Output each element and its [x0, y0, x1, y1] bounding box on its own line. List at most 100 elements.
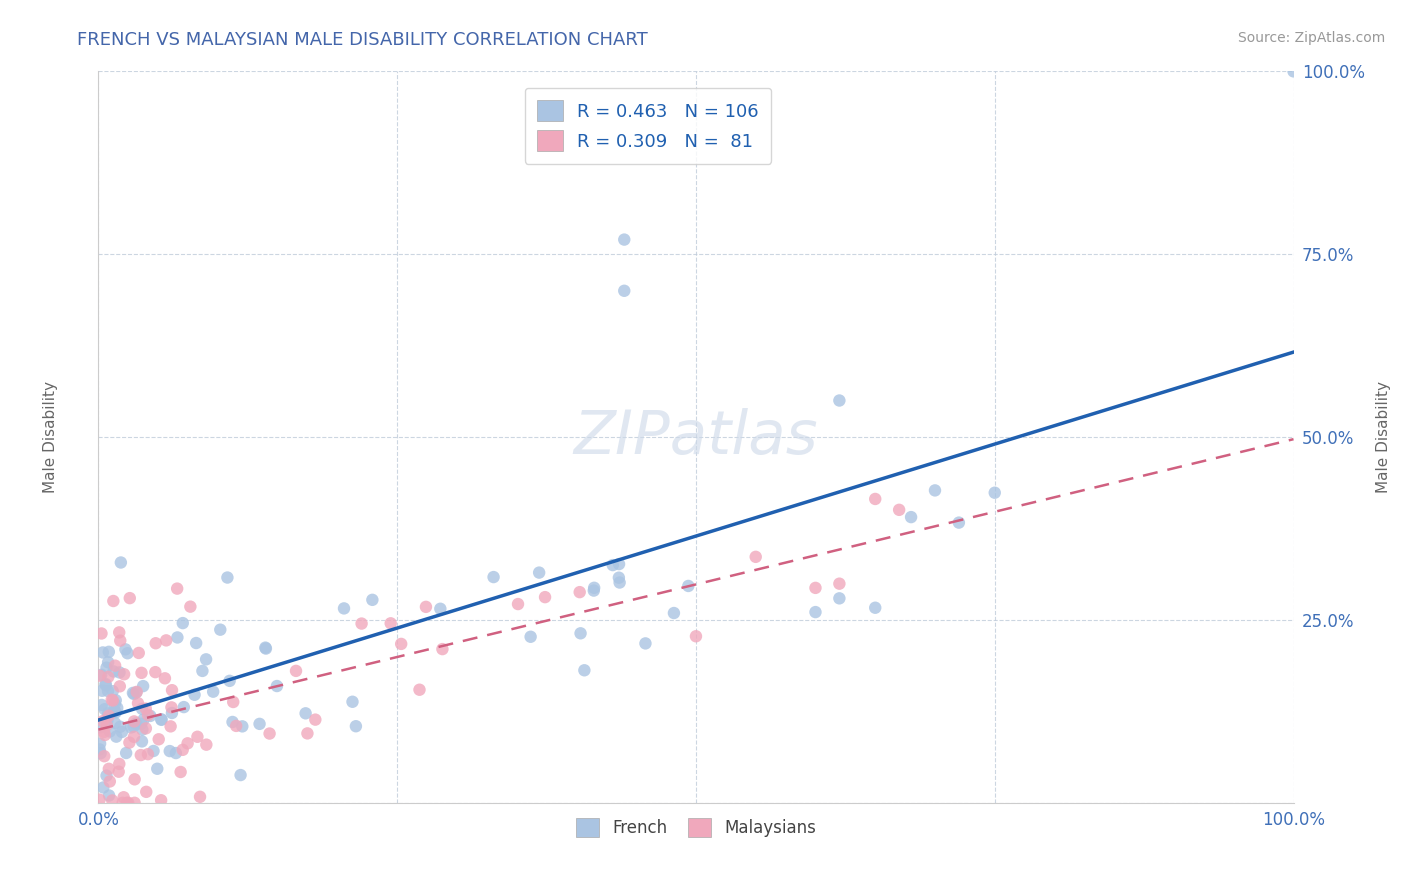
Point [104, 693, 127, 707]
Point [678, 579, 700, 593]
Point [569, 626, 592, 640]
Point [865, 600, 887, 615]
Point [634, 636, 657, 650]
Text: Male Disability: Male Disability [44, 381, 58, 493]
Point [122, 719, 145, 733]
Point [98, 724, 121, 739]
Point [432, 642, 454, 657]
Point [191, 664, 214, 678]
Point [131, 702, 153, 716]
Point [218, 673, 240, 688]
Point [148, 732, 170, 747]
Point [160, 683, 183, 698]
Point [183, 688, 205, 702]
Point [984, 485, 1007, 500]
Point [249, 717, 271, 731]
Point [97, 708, 120, 723]
Point [111, 796, 134, 810]
Point [89, 737, 111, 751]
Point [125, 716, 148, 731]
Point [361, 592, 384, 607]
Point [131, 716, 153, 731]
Point [209, 623, 232, 637]
Point [143, 665, 166, 680]
Point [221, 714, 243, 729]
Point [90, 626, 112, 640]
Point [609, 575, 631, 590]
Point [172, 743, 194, 757]
Point [94, 728, 117, 742]
Point [166, 631, 188, 645]
Point [568, 585, 591, 599]
Point [103, 594, 125, 608]
Point [108, 665, 131, 680]
Point [150, 713, 173, 727]
Point [101, 684, 124, 698]
Point [254, 641, 277, 656]
Point [117, 796, 139, 810]
Point [97, 706, 120, 721]
Point [108, 625, 131, 640]
Point [94, 678, 117, 692]
Point [145, 636, 167, 650]
Point [900, 510, 922, 524]
Point [613, 233, 636, 247]
Point [90, 698, 112, 712]
Point [132, 679, 155, 693]
Point [104, 706, 127, 720]
Point [108, 756, 131, 771]
Point [222, 695, 245, 709]
Point [101, 693, 124, 707]
Point [98, 789, 121, 803]
Point [259, 726, 281, 740]
Point [118, 736, 141, 750]
Point [131, 723, 153, 737]
Point [828, 591, 851, 606]
Point [159, 744, 181, 758]
Point [1282, 64, 1305, 78]
Point [111, 725, 134, 739]
Point [429, 601, 451, 615]
Point [94, 677, 117, 691]
Point [124, 772, 146, 787]
Point [97, 645, 120, 659]
Point [176, 736, 198, 750]
Point [136, 747, 159, 761]
Point [142, 744, 165, 758]
Point [344, 719, 367, 733]
Point [97, 684, 120, 698]
Text: FRENCH VS MALAYSIAN MALE DISABILITY CORRELATION CHART: FRENCH VS MALAYSIAN MALE DISABILITY CORR… [77, 31, 648, 49]
Text: ZIPatlas: ZIPatlas [574, 408, 818, 467]
Point [804, 581, 827, 595]
Text: Source: ZipAtlas.com: Source: ZipAtlas.com [1237, 31, 1385, 45]
Point [333, 601, 356, 615]
Point [104, 697, 127, 711]
Point [132, 713, 155, 727]
Point [89, 792, 111, 806]
Point [93, 725, 115, 739]
Point [350, 616, 373, 631]
Point [186, 730, 208, 744]
Point [98, 774, 121, 789]
Point [125, 685, 148, 699]
Point [146, 762, 169, 776]
Point [613, 284, 636, 298]
Point [114, 642, 136, 657]
Point [104, 715, 127, 730]
Point [294, 706, 316, 721]
Point [380, 616, 402, 631]
Point [155, 633, 177, 648]
Point [527, 566, 550, 580]
Point [115, 746, 138, 760]
Point [534, 590, 557, 604]
Point [166, 582, 188, 596]
Point [285, 664, 308, 678]
Point [188, 789, 211, 804]
Point [89, 742, 111, 756]
Point [105, 730, 128, 744]
Point [129, 747, 152, 762]
Point [122, 687, 145, 701]
Point [97, 762, 120, 776]
Point [97, 670, 120, 684]
Point [91, 645, 114, 659]
